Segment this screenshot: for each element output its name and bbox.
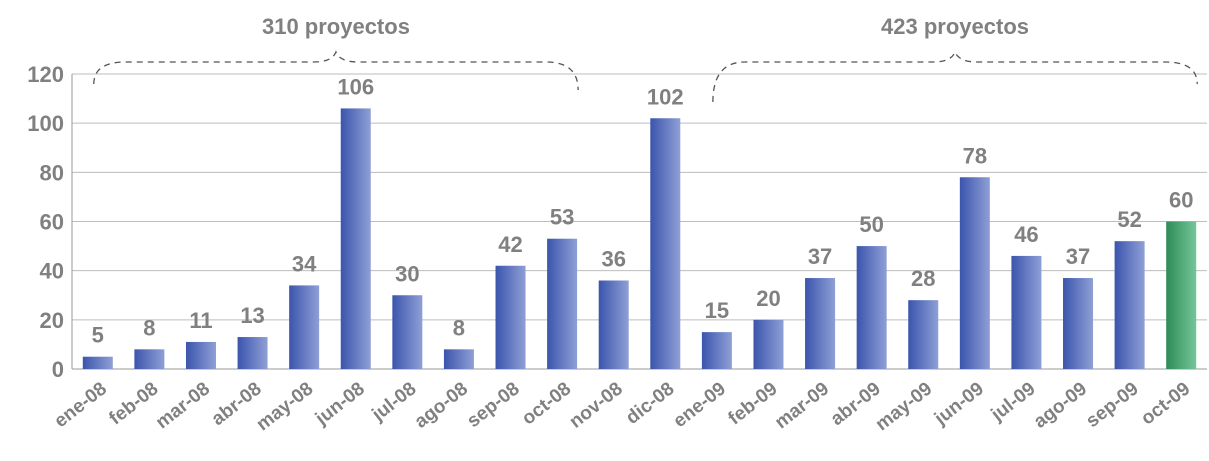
bar <box>185 341 216 369</box>
data-label: 34 <box>292 251 317 276</box>
data-label: 28 <box>911 266 935 291</box>
bar <box>908 300 939 369</box>
x-tick-label: ene-08 <box>51 378 111 432</box>
y-tick-label: 120 <box>27 62 64 87</box>
data-label: 30 <box>395 261 419 286</box>
x-tick-label: may-08 <box>253 378 318 435</box>
brace <box>93 50 579 91</box>
x-tick-label: mar-08 <box>152 378 214 433</box>
data-label: 5 <box>92 323 104 348</box>
bar <box>134 349 165 369</box>
y-tick-label: 80 <box>40 160 64 185</box>
bar <box>392 295 423 369</box>
x-tick-label: dic-08 <box>622 378 678 428</box>
bar <box>443 349 474 369</box>
data-label: 8 <box>143 315 155 340</box>
x-tick-label: ago-08 <box>411 378 472 432</box>
x-tick-label: mar-09 <box>771 378 833 433</box>
data-label: 37 <box>1066 244 1090 269</box>
data-label: 42 <box>498 232 522 257</box>
data-label: 8 <box>453 315 465 340</box>
bar <box>753 319 784 369</box>
bar <box>856 246 887 369</box>
x-tick-label: oct-08 <box>518 378 575 429</box>
bar <box>1011 255 1042 369</box>
bar <box>1063 278 1094 369</box>
y-tick-label: 20 <box>40 308 64 333</box>
data-label: 106 <box>337 74 374 99</box>
data-label: 37 <box>808 244 832 269</box>
x-tick-label: jun-08 <box>311 378 369 430</box>
data-label: 46 <box>1014 222 1038 247</box>
x-tick-label: sep-09 <box>1082 378 1142 432</box>
group-label: 310 proyectos <box>262 14 410 39</box>
data-label: 36 <box>601 247 625 272</box>
bar <box>598 280 629 369</box>
brace <box>712 50 1198 103</box>
x-tick-label: may-09 <box>872 378 937 435</box>
bar <box>1166 221 1197 369</box>
data-label: 15 <box>705 298 729 323</box>
annotations: 310 proyectos 423 proyectos <box>93 14 1198 103</box>
bar <box>1114 241 1145 369</box>
x-tick-label: nov-08 <box>566 378 627 432</box>
bar <box>701 332 732 369</box>
group-label: 423 proyectos <box>881 14 1029 39</box>
y-tick-label: 100 <box>27 111 64 136</box>
data-label: 13 <box>240 303 264 328</box>
x-tick-label: ago-09 <box>1030 378 1091 432</box>
y-tick-label: 0 <box>52 357 64 382</box>
data-label: 53 <box>550 205 574 230</box>
bar <box>82 356 113 369</box>
y-tick-label: 60 <box>40 210 64 235</box>
x-tick-label: sep-08 <box>463 378 523 432</box>
x-tick-label: oct-09 <box>1137 378 1194 429</box>
bar <box>495 265 526 369</box>
bar <box>650 118 681 369</box>
x-tick-label: feb-08 <box>105 378 162 429</box>
data-label: 20 <box>756 286 780 311</box>
data-label: 102 <box>647 84 684 109</box>
data-label: 60 <box>1169 188 1193 213</box>
data-label: 52 <box>1117 207 1141 232</box>
bar <box>340 108 371 370</box>
data-label: 11 <box>189 308 212 333</box>
x-tick-label: jun-09 <box>930 378 988 430</box>
bar <box>289 285 320 369</box>
bars <box>82 108 1197 370</box>
x-tick-label: feb-09 <box>725 378 782 429</box>
data-label: 50 <box>859 212 883 237</box>
y-tick-label: 40 <box>40 259 64 284</box>
data-labels: 5 8 11 13 34 106 30 8 42 53 36 102 15 20 37 50 28 78 46 37 5… <box>92 74 1194 347</box>
data-label: 78 <box>963 143 987 168</box>
bar <box>805 278 836 369</box>
x-tick-label: ene-09 <box>670 378 730 432</box>
bar <box>237 337 268 369</box>
bar <box>547 238 578 369</box>
bar <box>959 177 990 369</box>
